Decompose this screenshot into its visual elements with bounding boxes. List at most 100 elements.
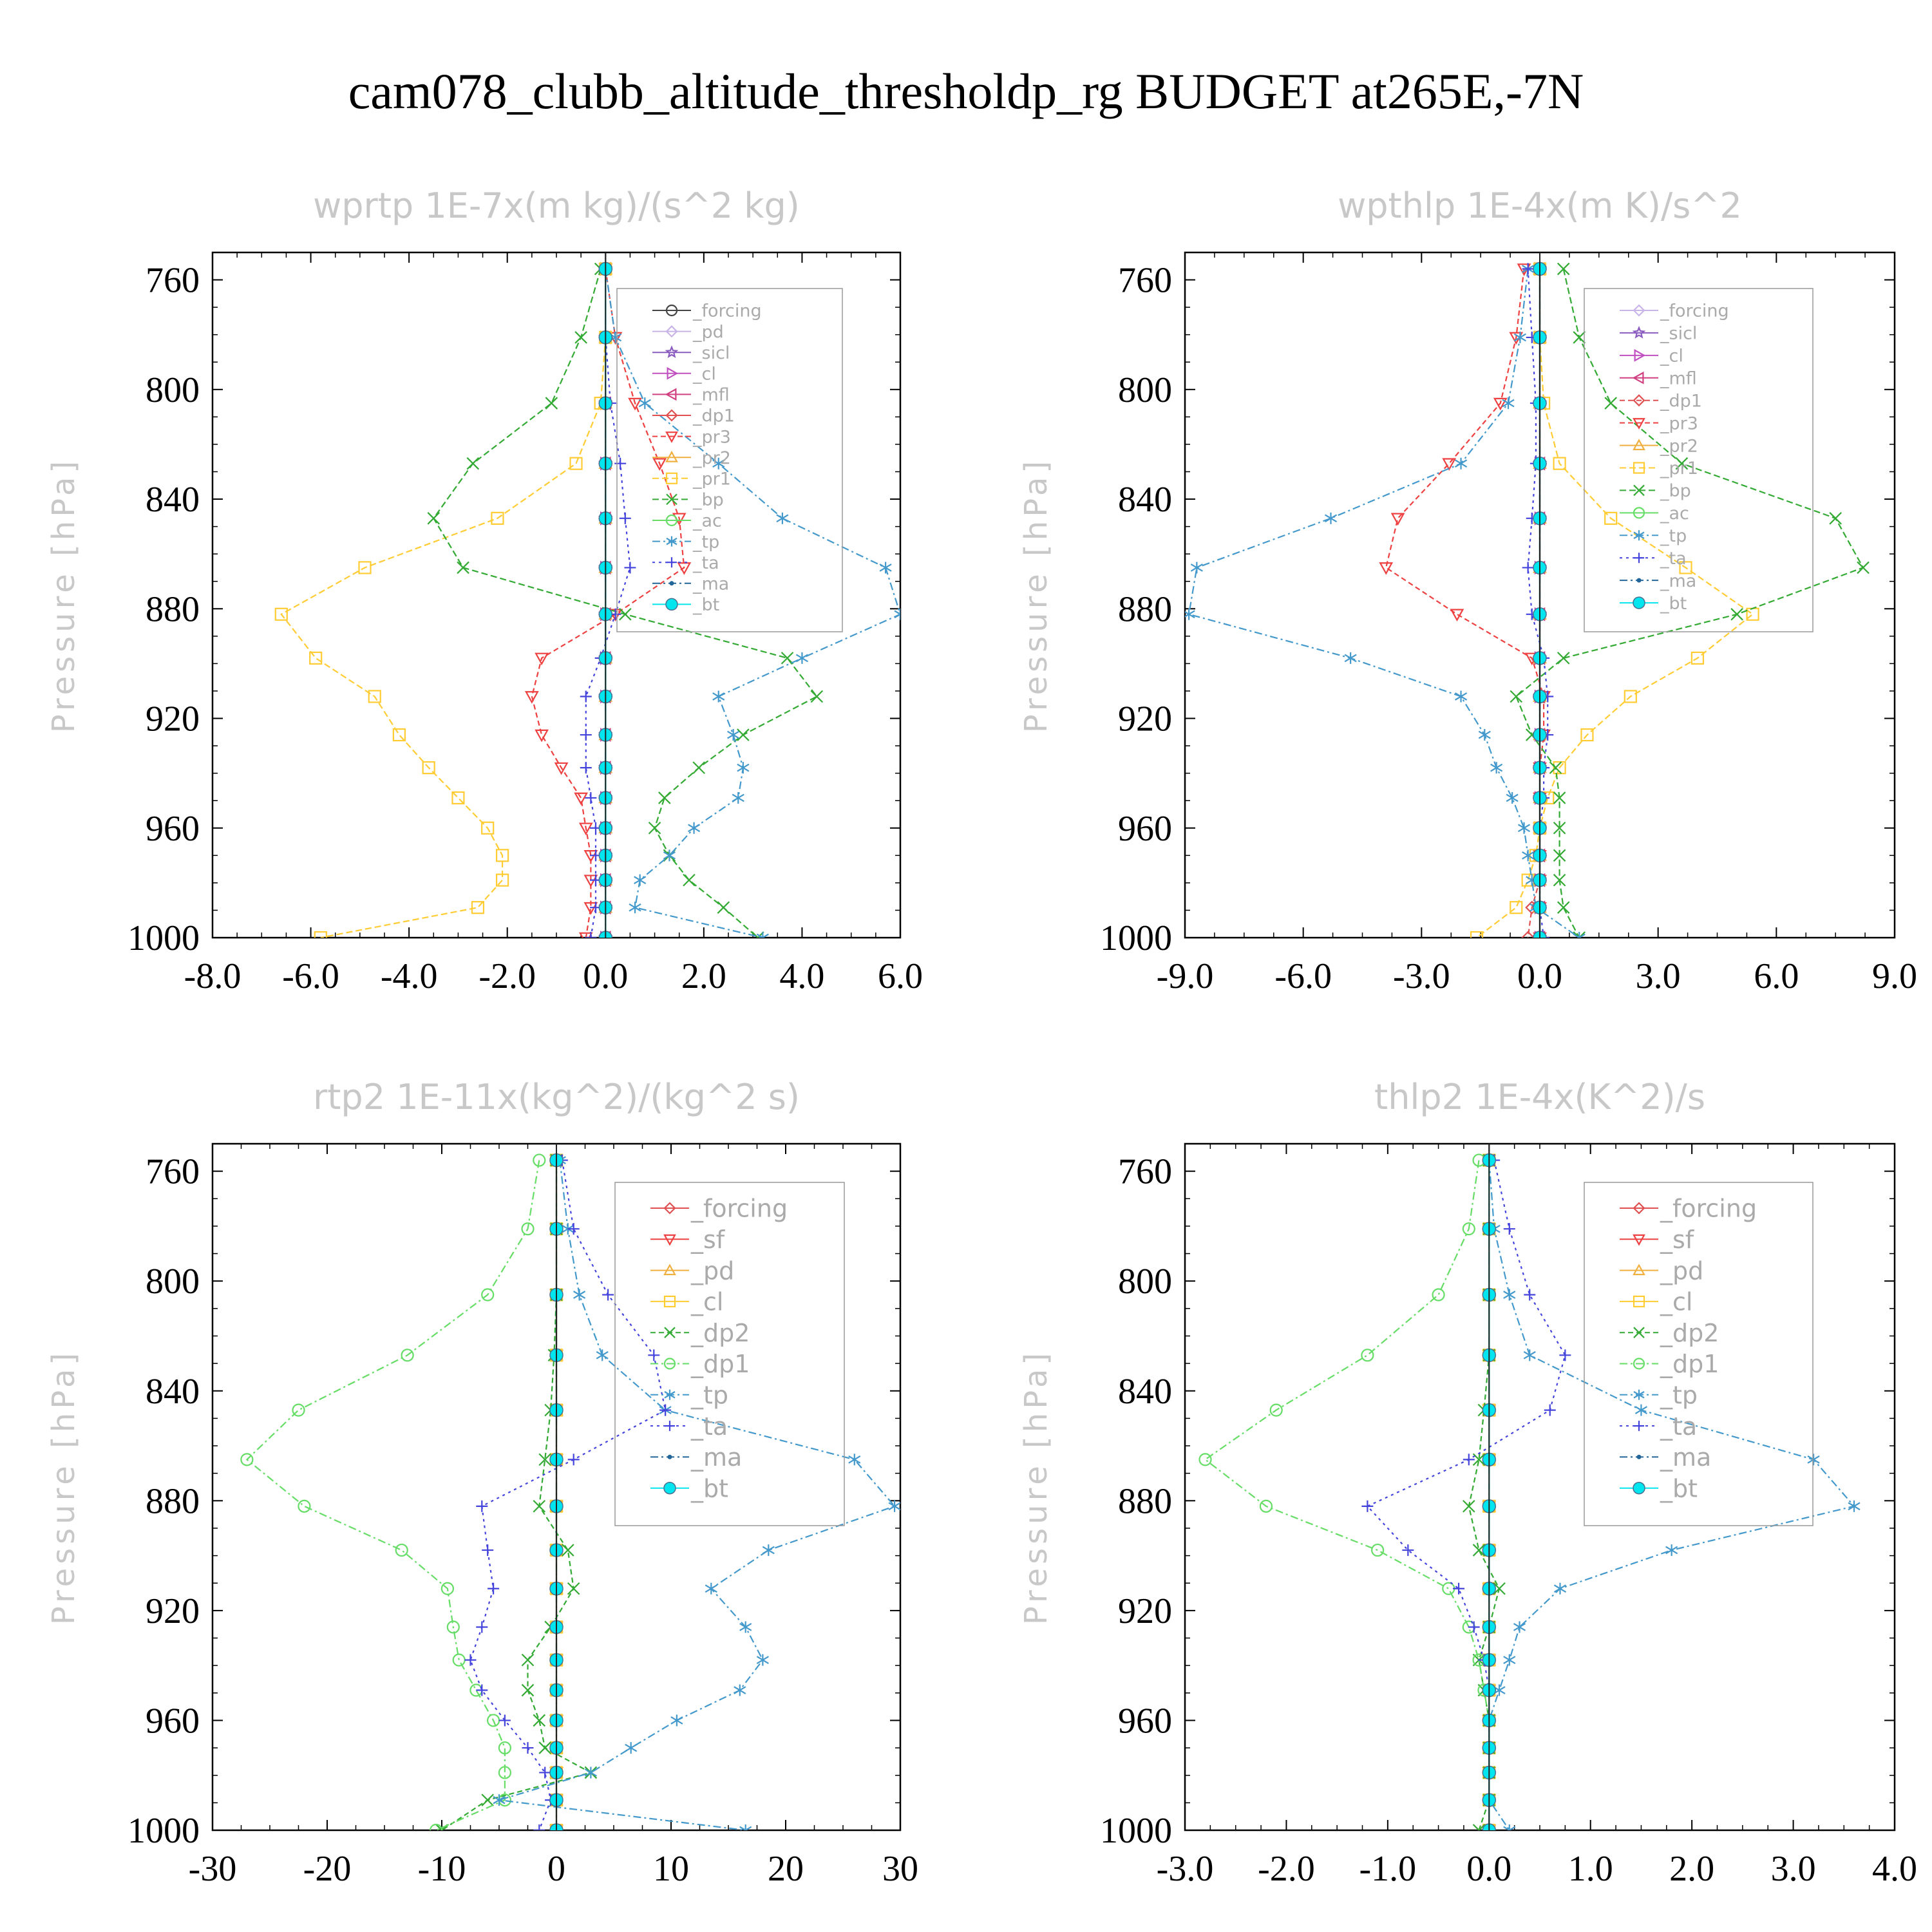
legend-label: _forcing	[692, 301, 762, 321]
y-tick-label: 960	[146, 809, 200, 849]
data-point	[1633, 1389, 1645, 1400]
legend-label: _bt	[690, 1474, 728, 1502]
data-point	[1503, 1824, 1516, 1830]
data-point	[1857, 561, 1870, 574]
legend-item: _bp	[1620, 481, 1691, 501]
legend-item: _ta	[652, 553, 719, 573]
data-point	[1463, 1454, 1475, 1466]
y-tick-label: 1000	[1100, 918, 1172, 958]
data-point	[535, 652, 549, 666]
data-point	[1633, 304, 1645, 317]
y-tick-label: 960	[1118, 1701, 1172, 1741]
data-point	[1553, 1582, 1567, 1595]
data-point	[1632, 326, 1646, 339]
data-point	[1675, 457, 1689, 470]
data-point	[665, 325, 678, 338]
data-point	[1549, 761, 1562, 774]
x-tick-label: -2.0	[1258, 1849, 1315, 1889]
data-point	[888, 1500, 900, 1512]
y-tick-label: 920	[146, 1591, 200, 1631]
x-tick-label: 4.0	[779, 956, 824, 996]
data-point	[1634, 348, 1646, 362]
data-point	[1559, 1349, 1571, 1361]
data-point	[1557, 652, 1570, 665]
data-point	[1472, 1544, 1486, 1557]
data-point	[705, 1582, 717, 1595]
x-tick-label: 3.0	[1636, 956, 1681, 996]
x-tick-label: -6.0	[1274, 956, 1332, 996]
data-point	[727, 729, 740, 741]
data-point	[1604, 511, 1618, 525]
data-point	[629, 902, 641, 914]
legend-label: _pr1	[692, 469, 731, 489]
data-point	[1553, 873, 1566, 887]
data-point	[1665, 1544, 1678, 1557]
legend-label: _pr2	[692, 448, 731, 468]
y-tick-label: 760	[146, 261, 200, 301]
data-point	[1604, 397, 1617, 410]
data-point	[422, 761, 435, 775]
series-line	[1527, 269, 1549, 938]
legend-item: _tp	[1620, 526, 1687, 546]
series-line	[245, 1160, 540, 1830]
legend-item: _pd	[652, 322, 724, 342]
data-point	[810, 690, 824, 703]
y-axis-label: Pressure [hPa]	[46, 1349, 82, 1625]
data-point	[663, 1202, 676, 1215]
data-point	[578, 932, 593, 938]
series-ta	[464, 1154, 672, 1830]
data-point	[732, 791, 744, 804]
legend-item: _forcing	[650, 1195, 788, 1223]
legend-label: _forcing	[1660, 1195, 1757, 1223]
legend-label: _dp2	[690, 1319, 750, 1347]
y-tick-label: 840	[146, 1372, 200, 1412]
x-tick-label: -2.0	[478, 956, 536, 996]
data-point	[739, 1824, 752, 1830]
data-point	[498, 1766, 512, 1779]
data-point	[665, 388, 677, 401]
legend-item: _tp	[652, 532, 719, 552]
legend-item: _pd	[650, 1256, 734, 1285]
y-tick-label: 880	[146, 1481, 200, 1521]
data-point	[538, 1453, 551, 1466]
y-tick-label: 880	[1118, 1481, 1172, 1521]
data-point	[663, 1481, 676, 1495]
data-point	[1553, 457, 1566, 470]
data-point	[1390, 513, 1405, 526]
data-point	[1503, 1289, 1516, 1301]
data-point	[1633, 418, 1645, 430]
data-point	[574, 792, 589, 806]
data-point	[240, 1453, 254, 1466]
data-point	[1522, 849, 1535, 862]
data-point	[1344, 652, 1357, 664]
y-tick-label: 760	[1118, 261, 1172, 301]
data-point	[1513, 331, 1526, 343]
x-tick-label: -4.0	[381, 956, 438, 996]
legend-item: _bt	[652, 595, 719, 615]
data-point	[1361, 1349, 1374, 1362]
legend-box	[1584, 1182, 1814, 1526]
data-point	[567, 1582, 580, 1595]
y-tick-label: 760	[1118, 1152, 1172, 1192]
x-tick-label: -1.0	[1359, 1849, 1417, 1889]
data-point	[677, 562, 692, 575]
data-point	[574, 331, 587, 344]
legend-label: _sicl	[1660, 324, 1697, 344]
data-point	[1361, 1500, 1374, 1512]
data-point	[533, 1824, 545, 1830]
legend-item: _dp1	[652, 406, 735, 426]
x-tick-label: 30	[882, 1849, 918, 1889]
x-tick-label: 0	[547, 1849, 565, 1889]
data-point	[894, 608, 900, 620]
data-point	[1402, 1544, 1414, 1557]
data-point	[481, 821, 495, 835]
legend: _forcing _sicl_cl _mfl_dp1_pr3 _pr2 _pr1 _bp _…	[1584, 288, 1814, 632]
figure-title: cam078_clubb_altitude_thresholdp_rg BUDG…	[348, 63, 1584, 119]
data-point	[368, 690, 381, 703]
data-point	[1493, 397, 1508, 411]
data-point	[1544, 1404, 1556, 1416]
legend: _forcing_pd_sicl_cl_mfl_dp1_pr3_pr2_pr1_…	[616, 288, 843, 632]
data-point	[1807, 1454, 1820, 1466]
data-point	[683, 873, 696, 887]
data-point	[1573, 932, 1586, 938]
